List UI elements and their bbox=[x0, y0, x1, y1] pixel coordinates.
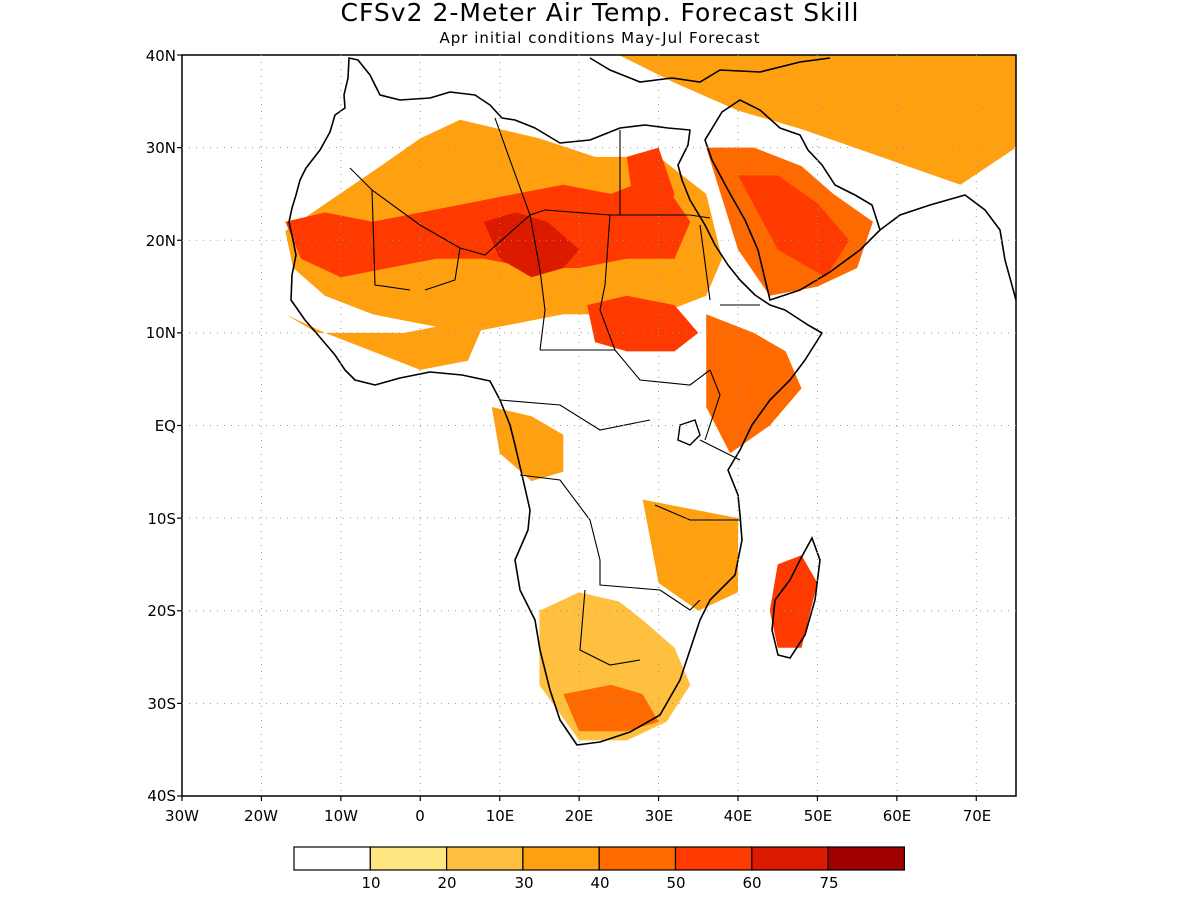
colorbar-label: 20 bbox=[437, 874, 456, 892]
colorbar-swatch bbox=[674, 846, 753, 871]
africa-coastline bbox=[288, 57, 823, 746]
map-title: CFSv2 2-Meter Air Temp. Forecast Skill bbox=[340, 0, 860, 27]
skill-region bbox=[706, 314, 802, 454]
lon-tick-label: 30E bbox=[645, 807, 674, 825]
lon-tick-label: 20W bbox=[244, 807, 278, 825]
colorbar-label: 40 bbox=[590, 874, 609, 892]
colorbar bbox=[293, 846, 905, 871]
lon-tick-label: 70E bbox=[963, 807, 992, 825]
colorbar-label: 60 bbox=[742, 874, 761, 892]
latitude-axis: 40N 30N 20N 10N EQ 10S 20S 30S 40S bbox=[146, 47, 176, 805]
colorbar-swatch bbox=[598, 846, 677, 871]
lon-tick-label: 10W bbox=[324, 807, 358, 825]
lat-tick-label: 20N bbox=[146, 232, 176, 250]
lat-tick-label: 10S bbox=[147, 510, 176, 528]
skill-region bbox=[587, 295, 699, 352]
lat-tick-label: 20S bbox=[147, 602, 176, 620]
axis-ticks bbox=[177, 54, 977, 801]
colorbar-label: 10 bbox=[361, 874, 380, 892]
lon-tick-label: 0 bbox=[415, 807, 425, 825]
skill-shading bbox=[285, 55, 1016, 741]
skill-region bbox=[483, 212, 580, 278]
lat-tick-label: 30S bbox=[147, 695, 176, 713]
colorbar-label: 75 bbox=[819, 874, 838, 892]
skill-region bbox=[491, 407, 564, 482]
lon-tick-label: 50E bbox=[804, 807, 833, 825]
skill-region bbox=[618, 55, 1016, 185]
colorbar-label: 30 bbox=[514, 874, 533, 892]
lat-tick-label: 40S bbox=[147, 787, 176, 805]
colorbar-swatch bbox=[446, 846, 524, 871]
map-subtitle: Apr initial conditions May-Jul Forecast bbox=[439, 29, 761, 47]
country-borders bbox=[349, 117, 760, 666]
longitude-axis: 30W 20W 10W 0 10E 20E 30E 40E 50E 60E 70… bbox=[165, 807, 991, 825]
colorbar-swatch bbox=[369, 846, 448, 871]
asia-coastline bbox=[879, 194, 1016, 301]
colorbar-labels: 10 20 30 40 50 60 75 bbox=[361, 874, 838, 892]
skill-region bbox=[285, 314, 484, 370]
colorbar-swatch bbox=[751, 846, 829, 871]
arabia-coastline bbox=[704, 99, 881, 302]
lon-tick-label: 40E bbox=[724, 807, 753, 825]
lake-victoria bbox=[677, 419, 701, 446]
lat-tick-label: 40N bbox=[146, 47, 176, 65]
lon-tick-label: 10E bbox=[486, 807, 515, 825]
skill-region bbox=[769, 555, 818, 648]
skill-region bbox=[642, 499, 738, 611]
lat-tick-label: 30N bbox=[146, 139, 176, 157]
colorbar-swatch bbox=[522, 846, 600, 871]
madagascar-coastline bbox=[771, 536, 821, 659]
skill-region bbox=[563, 684, 659, 732]
colorbar-label: 50 bbox=[666, 874, 685, 892]
lat-tick-label: EQ bbox=[155, 417, 176, 435]
lon-tick-label: 20E bbox=[565, 807, 594, 825]
lat-tick-label: 10N bbox=[146, 324, 176, 342]
skill-region bbox=[626, 147, 675, 231]
skill-region bbox=[738, 175, 850, 278]
colorbar-swatch bbox=[827, 846, 905, 871]
colorbar-swatch bbox=[293, 846, 371, 871]
mediterranean-north-coast bbox=[589, 57, 831, 83]
lon-tick-label: 60E bbox=[883, 807, 912, 825]
lon-tick-label: 30W bbox=[165, 807, 199, 825]
